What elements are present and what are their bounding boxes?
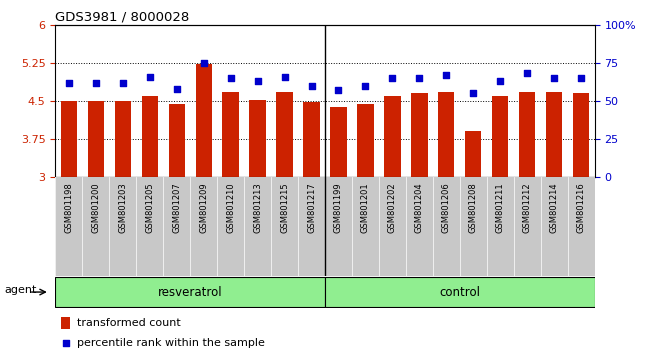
Bar [60, 317, 70, 329]
Point [360, 83, 370, 88]
Text: GSM801216: GSM801216 [577, 182, 586, 233]
Bar [358, 104, 374, 177]
Bar [60, 101, 77, 177]
Text: GSM801200: GSM801200 [91, 182, 100, 233]
Text: GDS3981 / 8000028: GDS3981 / 8000028 [55, 11, 190, 24]
Text: GSM801208: GSM801208 [469, 182, 478, 233]
Point [414, 75, 424, 81]
Point [252, 78, 263, 84]
Point [522, 71, 532, 76]
Point [172, 86, 182, 92]
Text: GSM801215: GSM801215 [280, 182, 289, 233]
Point [333, 87, 344, 93]
Bar [546, 92, 562, 177]
Point [306, 83, 317, 88]
Text: GSM801214: GSM801214 [550, 182, 559, 233]
FancyBboxPatch shape [55, 277, 325, 307]
Point [64, 80, 74, 85]
Point [549, 75, 560, 81]
Text: GSM801198: GSM801198 [64, 182, 73, 233]
Bar [114, 101, 131, 177]
Text: agent: agent [5, 285, 37, 296]
Bar [573, 93, 590, 177]
Text: GSM801201: GSM801201 [361, 182, 370, 233]
Text: GSM801209: GSM801209 [199, 182, 208, 233]
Point [60, 340, 71, 346]
Bar [196, 64, 212, 177]
Bar [519, 92, 536, 177]
Text: GSM801199: GSM801199 [334, 182, 343, 233]
Point [118, 80, 128, 85]
Bar [492, 96, 508, 177]
Text: GSM801217: GSM801217 [307, 182, 316, 233]
Text: GSM801204: GSM801204 [415, 182, 424, 233]
Bar [304, 102, 320, 177]
Point [495, 78, 506, 84]
Bar [142, 96, 158, 177]
Text: transformed count: transformed count [77, 318, 181, 328]
Bar [384, 96, 400, 177]
Text: GSM801202: GSM801202 [388, 182, 397, 233]
Bar [168, 104, 185, 177]
Text: GSM801212: GSM801212 [523, 182, 532, 233]
Bar [438, 92, 454, 177]
Bar [411, 93, 428, 177]
Point [576, 75, 586, 81]
Text: percentile rank within the sample: percentile rank within the sample [77, 338, 265, 348]
Bar [276, 92, 292, 177]
Text: GSM801203: GSM801203 [118, 182, 127, 233]
Point [387, 75, 398, 81]
Text: GSM801206: GSM801206 [442, 182, 451, 233]
Bar [250, 100, 266, 177]
Point [144, 74, 155, 79]
Point [280, 74, 290, 79]
Text: GSM801207: GSM801207 [172, 182, 181, 233]
Point [226, 75, 236, 81]
Bar [88, 101, 104, 177]
Text: control: control [439, 286, 480, 298]
Text: GSM801213: GSM801213 [253, 182, 262, 233]
Text: GSM801205: GSM801205 [145, 182, 154, 233]
Bar [465, 131, 482, 177]
FancyBboxPatch shape [325, 277, 595, 307]
Text: resveratrol: resveratrol [158, 286, 222, 298]
Point [441, 72, 452, 78]
Bar [222, 92, 239, 177]
Point [468, 90, 478, 96]
Point [90, 80, 101, 85]
Bar [330, 107, 346, 177]
Text: GSM801210: GSM801210 [226, 182, 235, 233]
Point [198, 60, 209, 66]
Text: GSM801211: GSM801211 [496, 182, 505, 233]
